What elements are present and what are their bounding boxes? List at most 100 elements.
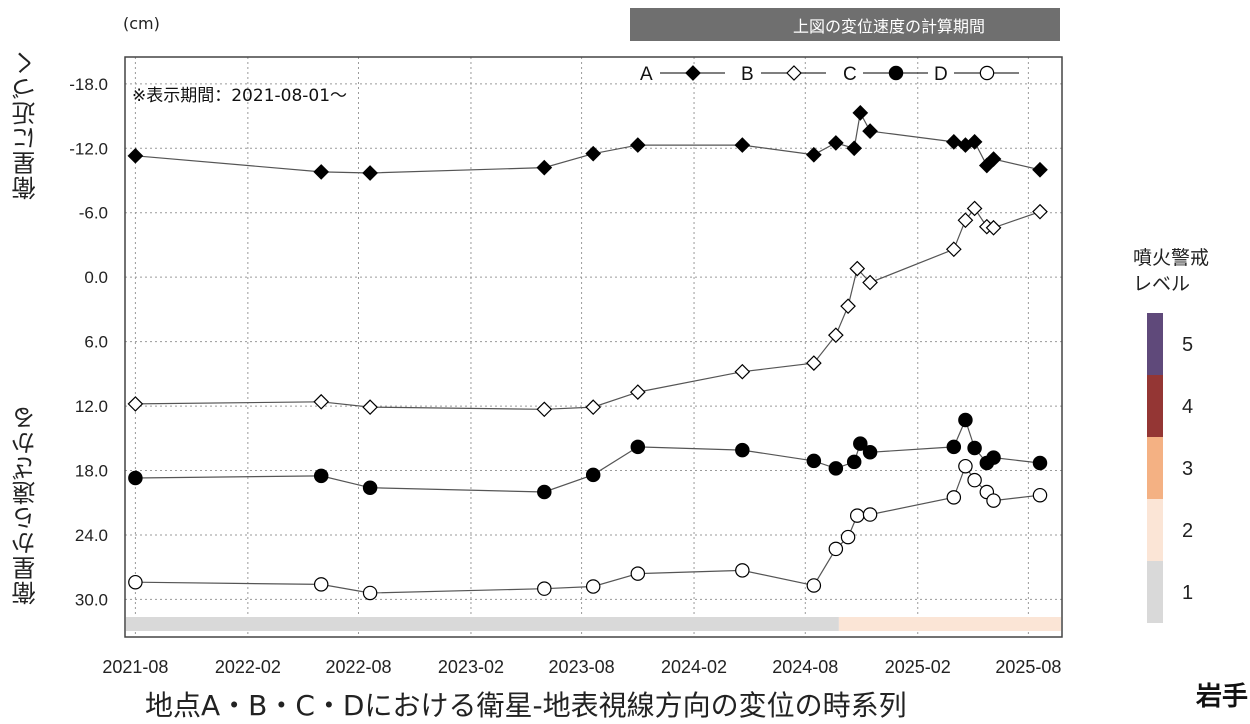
data-point [313,468,329,484]
alert-level-number: 1 [1182,582,1193,604]
series-line [135,111,1041,174]
data-point [362,399,378,415]
data-point [1032,487,1048,503]
legend: A B C D [640,64,1019,85]
alert-level-swatch [1147,313,1163,375]
data-point [985,151,1002,167]
data-point [967,440,982,456]
data-point [986,493,1001,508]
calc-period-text: 上図の変位速度の計算期間 [792,16,985,36]
data-point [128,470,143,486]
x-tick-label: 2024-08 [772,657,838,677]
series-layer [127,105,1048,601]
y-label-recede: 衛星から遠ざかる [12,405,40,605]
y-tick-labels: -18.0 -12.0 -6.0 0.0 6.0 12.0 18.0 24.0 30.0 [69,75,108,610]
y-tick-label: 0.0 [84,268,108,287]
series-line [135,207,1041,410]
data-point [967,472,982,488]
alert-bar-segment [126,617,839,631]
data-point [862,507,878,522]
alert-level-swatch [1147,375,1163,437]
display-period-note: ※表示期間：2021-08-01～ [132,86,348,106]
data-point [734,137,751,153]
unit-label: (cm) [123,14,160,33]
legend-label: D [934,64,948,85]
corner-text: 岩手 [1196,682,1249,712]
alert-bar-segment [838,617,1061,631]
y-tick-label: 18.0 [75,462,108,481]
data-point [128,574,143,590]
data-point [585,467,601,483]
alert-level-scale: 5 4 3 2 1 [1147,313,1193,623]
data-point [537,581,552,596]
data-point [362,585,378,601]
data-point [828,461,844,476]
chart-caption: 地点A・B・C・Dにおける衛星-地表視線方向の変位の時系列 [145,689,907,722]
data-point [828,135,844,151]
y-tick-label: 30.0 [75,590,108,609]
data-point [629,137,646,153]
data-point [840,298,856,315]
alert-level-title-line1: 噴火警戒 [1133,247,1210,269]
data-point [828,327,844,344]
data-point [735,442,750,458]
data-point [846,140,863,157]
alert-level-swatch [1147,561,1163,623]
x-tick-label: 2022-02 [215,657,281,677]
x-tick-label: 2023-08 [549,657,615,677]
x-tick-label: 2023-02 [438,657,504,677]
data-point [979,65,995,81]
series-line [135,464,1041,594]
data-point [828,541,844,557]
data-point [853,436,868,451]
x-tick-label: 2025-02 [885,657,951,677]
data-point [630,566,646,581]
data-point [127,396,144,412]
plot-frame [124,56,1063,638]
alert-level-number: 2 [1182,520,1193,542]
alert-level-number: 3 [1182,458,1193,480]
data-point [536,401,553,418]
data-point [966,200,983,217]
alert-level-number: 5 [1182,334,1193,356]
alert-level-bar [126,617,1061,631]
data-point [805,355,822,371]
alert-level-swatch [1147,437,1163,499]
data-point [362,165,378,181]
data-point [1032,161,1048,178]
data-point [805,146,822,163]
data-point [985,219,1002,236]
data-point [313,577,329,592]
series-line [135,418,1041,493]
series-D [128,458,1048,601]
data-point [585,579,601,594]
data-point [862,445,878,460]
data-point [1032,455,1048,471]
x-tick-label: 2021-08 [102,657,168,677]
data-point [958,458,973,474]
data-point [862,274,878,291]
data-point [313,393,330,410]
data-point [362,480,378,495]
x-tick-label: 2022-08 [325,657,391,677]
data-point [849,508,865,523]
data-point [630,439,646,455]
data-point [846,454,862,470]
data-point [313,164,330,180]
data-point [585,145,602,162]
data-point [735,563,750,578]
data-point [945,134,962,150]
data-point [734,363,751,380]
data-point [806,453,822,469]
series-A [127,105,1048,181]
y-label-approach: 衛星に近づく [12,50,40,200]
x-tick-labels: 2021-08 2022-02 2022-08 2023-02 2023-08 2024-… [102,657,1061,677]
y-tick-label: 6.0 [84,333,108,352]
data-point [862,123,878,139]
data-point [806,578,822,593]
legend-label: C [843,64,857,85]
data-point [945,241,962,258]
data-point [786,65,802,81]
data-point [585,399,602,415]
